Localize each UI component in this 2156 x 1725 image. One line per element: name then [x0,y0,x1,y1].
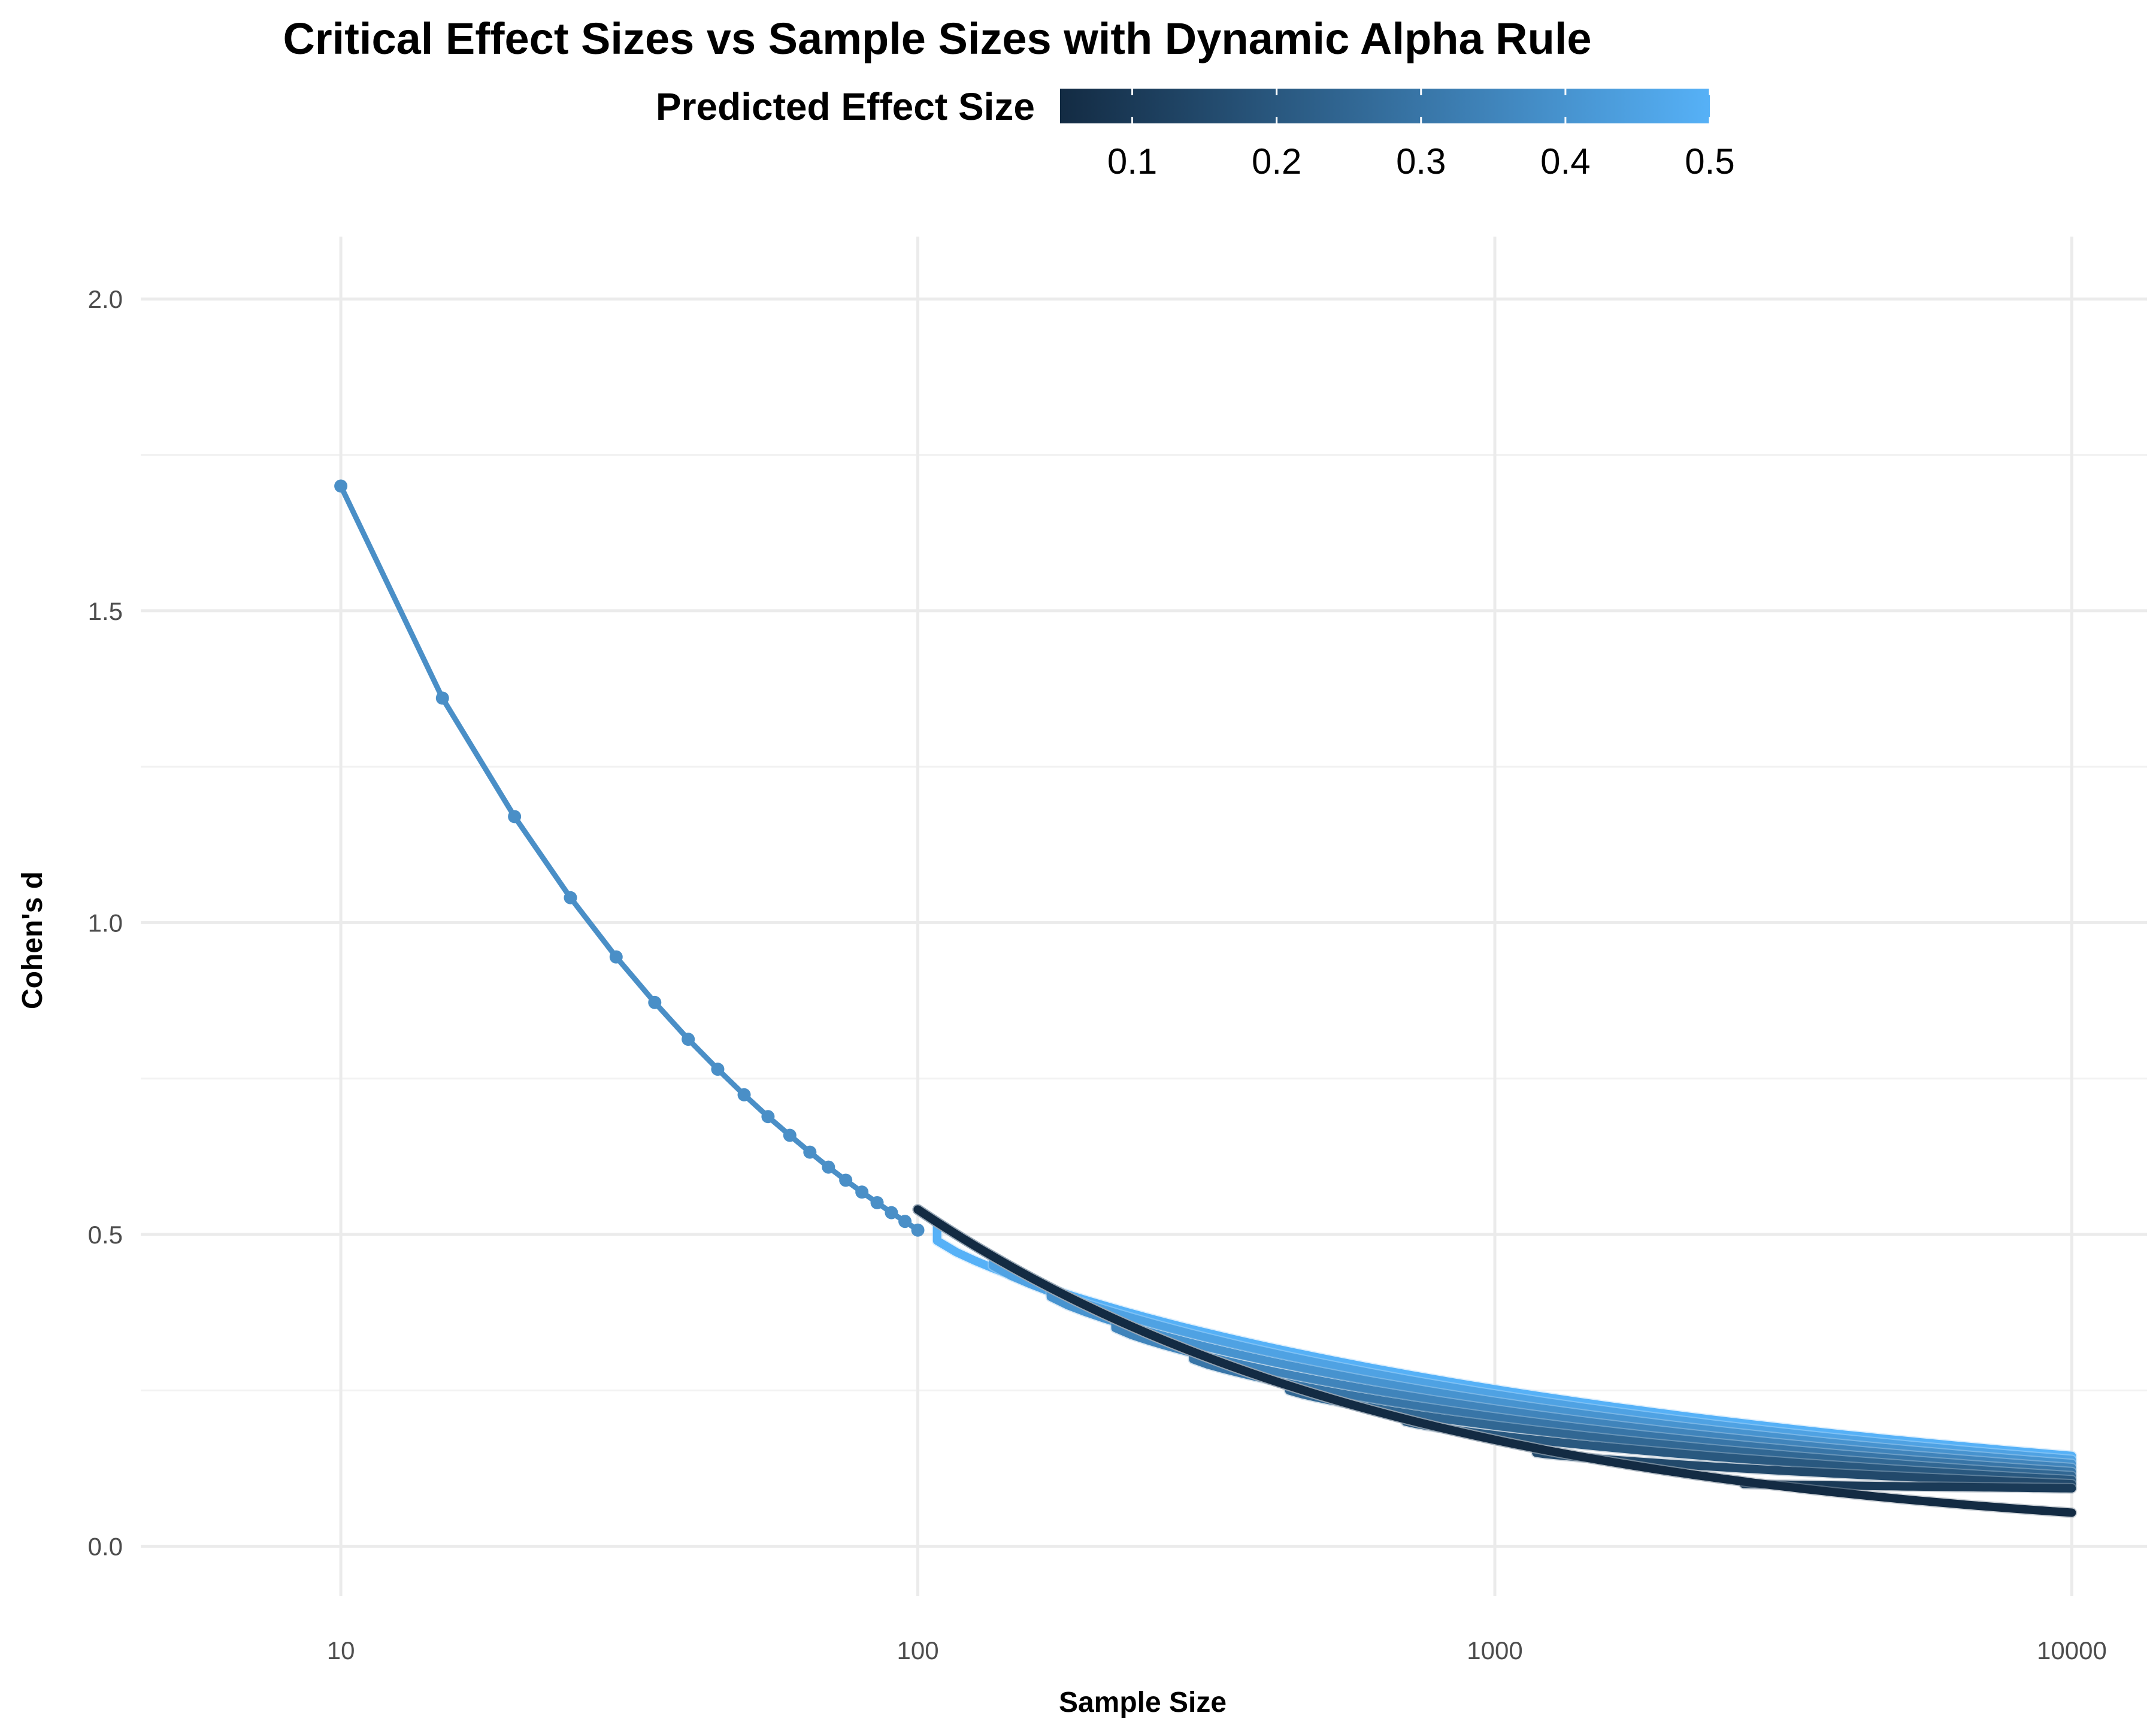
shared-curve-point [898,1215,912,1228]
colorbar-tick-label: 0.2 [1252,141,1301,181]
shared-curve-point [435,691,449,705]
colorbar-tick-label: 0.1 [1107,141,1157,181]
shared-curve-point [839,1173,853,1187]
chart-title: Critical Effect Sizes vs Sample Sizes wi… [283,14,1591,63]
y-tick-label: 1.5 [88,597,123,625]
colorbar-tick-label: 0.5 [1685,141,1734,181]
shared-curve-point [334,479,348,493]
shared-curve-point [855,1185,869,1199]
y-tick-label: 1.0 [88,909,123,937]
shared-curve-point [911,1223,925,1237]
colorbar-tick-label: 0.4 [1540,141,1590,181]
colorbar-legend: 0.1 0.2 0.3 0.4 0.5 [1060,89,1735,181]
shared-curve-point [737,1088,751,1101]
legend-title: Predicted Effect Size [656,85,1035,128]
shared-curve-point [564,891,577,904]
shared-curve-point [711,1063,725,1076]
x-tick-label: 10 [327,1636,355,1665]
shared-curve-point [803,1145,817,1159]
shared-curve-point [822,1160,835,1174]
x-axis-ticks: 10 100 1000 10000 [327,1636,2107,1665]
grid [141,237,2147,1596]
shared-curve-point [761,1110,775,1124]
y-axis-title: Cohen's d [17,871,49,1009]
shared-curve-point [609,950,623,964]
shared-curve-point [783,1128,797,1142]
y-tick-label: 0.5 [88,1221,123,1249]
shared-curve-point [682,1033,695,1046]
x-tick-label: 10000 [2037,1636,2107,1665]
y-axis-ticks: 0.0 0.5 1.0 1.5 2.0 [88,285,123,1561]
shared-curve-point [648,995,662,1009]
shared-curve [334,479,925,1237]
x-tick-label: 100 [897,1636,939,1665]
colorbar-tick-label: 0.3 [1396,141,1446,181]
shared-curve-point [508,810,522,824]
x-axis-title: Sample Size [1059,1687,1227,1718]
series-line [913,1205,2076,1517]
y-tick-label: 2.0 [88,285,123,313]
series-lines [912,1204,2078,1518]
shared-curve-point [870,1196,884,1209]
shared-curve-point [885,1206,898,1219]
colorbar [1060,89,1710,123]
y-tick-label: 0.0 [88,1533,123,1561]
x-tick-label: 1000 [1467,1636,1522,1665]
